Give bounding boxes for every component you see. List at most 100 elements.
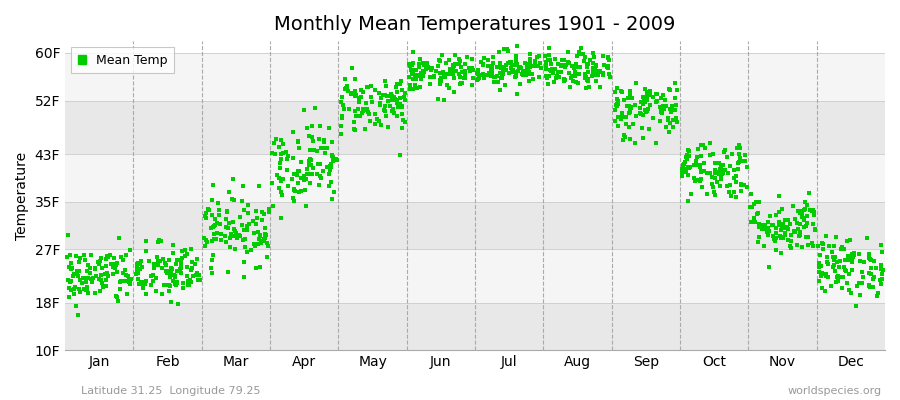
Point [640, 93, 654, 100]
Point [586, 59, 600, 66]
Point [616, 136, 630, 143]
Point [874, 262, 888, 268]
Point [420, 60, 435, 67]
Point [791, 226, 806, 232]
Point [649, 140, 663, 146]
Point [734, 182, 748, 188]
Point [201, 205, 215, 212]
Point [312, 161, 327, 167]
Point [596, 70, 610, 76]
Point [101, 273, 115, 280]
Point [123, 278, 138, 284]
Point [842, 257, 856, 263]
Point [771, 222, 786, 228]
Point [405, 71, 419, 77]
Point [499, 66, 513, 73]
Point [743, 204, 758, 210]
Point [300, 171, 314, 178]
Point [64, 287, 78, 293]
Point [444, 68, 458, 74]
Point [429, 68, 444, 75]
Point [603, 74, 617, 80]
Point [462, 65, 476, 71]
Point [650, 91, 664, 98]
Point [770, 224, 784, 231]
Point [866, 284, 880, 290]
Point [67, 291, 81, 297]
Point [458, 72, 473, 78]
Point [191, 277, 205, 284]
Point [509, 58, 524, 65]
Point [158, 262, 173, 269]
Point [609, 102, 624, 109]
Point [437, 71, 452, 78]
Point [351, 98, 365, 105]
Point [476, 60, 491, 67]
Point [153, 258, 167, 264]
Point [169, 280, 184, 286]
Point [410, 84, 425, 91]
Point [229, 246, 243, 252]
Point [669, 102, 683, 109]
Point [406, 60, 420, 66]
Point [517, 72, 531, 79]
Point [306, 147, 320, 153]
Point [663, 107, 678, 114]
Point [411, 61, 426, 68]
Point [290, 172, 304, 178]
Point [408, 82, 422, 88]
Point [578, 54, 592, 60]
Point [557, 57, 572, 63]
Point [572, 51, 587, 58]
Point [846, 254, 860, 260]
Point [790, 220, 805, 226]
Point [572, 71, 586, 78]
Point [819, 232, 833, 239]
Point [516, 68, 530, 74]
Point [628, 102, 643, 108]
Point [163, 268, 177, 275]
Point [703, 152, 717, 158]
Point [381, 98, 395, 104]
Point [712, 171, 726, 178]
Point [544, 68, 558, 74]
Point [104, 261, 119, 268]
Point [92, 276, 106, 283]
Point [532, 74, 546, 80]
Point [111, 298, 125, 304]
Point [250, 215, 265, 221]
Point [832, 264, 846, 270]
Point [109, 293, 123, 300]
Point [416, 68, 430, 74]
Point [212, 207, 227, 214]
Point [690, 162, 705, 168]
Point [846, 253, 860, 260]
Point [206, 182, 220, 188]
Point [185, 264, 200, 271]
Point [720, 182, 734, 189]
Point [374, 94, 388, 101]
Point [166, 242, 181, 248]
Point [525, 70, 539, 77]
Point [72, 286, 86, 293]
Point [718, 167, 733, 174]
Point [708, 175, 723, 182]
Point [807, 226, 822, 233]
Point [784, 232, 798, 238]
Point [833, 246, 848, 252]
Point [557, 76, 572, 82]
Point [659, 124, 673, 131]
Point [558, 77, 572, 83]
Point [226, 176, 240, 182]
Point [208, 222, 222, 228]
Point [775, 206, 789, 212]
Point [294, 159, 309, 166]
Point [588, 66, 602, 72]
Point [564, 73, 579, 79]
Point [348, 108, 363, 114]
Point [756, 226, 770, 232]
Point [822, 243, 836, 249]
Point [707, 167, 722, 174]
Point [588, 70, 602, 76]
Point [681, 148, 696, 155]
